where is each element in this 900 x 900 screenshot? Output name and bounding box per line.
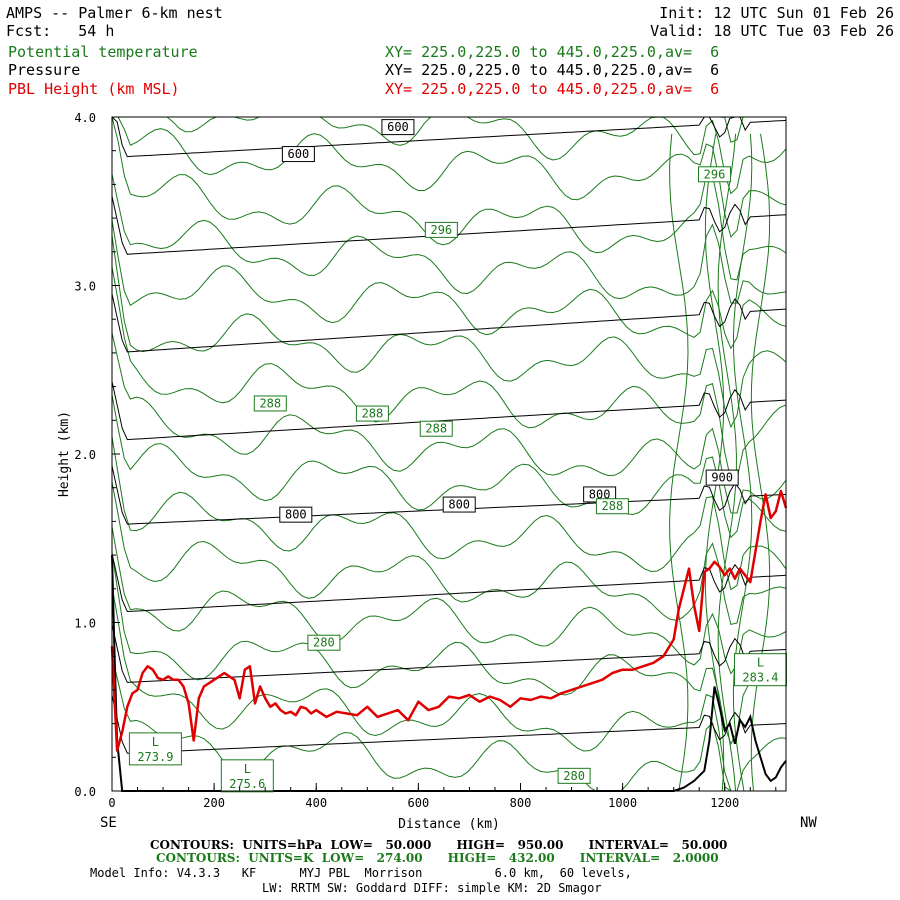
- theta-label: 296: [430, 223, 452, 237]
- plot-title: AMPS -- Palmer 6-km nest: [6, 4, 223, 22]
- theta-label: 288: [259, 396, 281, 410]
- x-tick-label: 800: [510, 796, 532, 810]
- forecast-hour: Fcst: 54 h: [6, 22, 115, 40]
- pressure-label-box: [279, 506, 313, 523]
- theta-contour-vertical: [750, 133, 771, 792]
- low-box: [220, 759, 274, 793]
- pressure-label-box: [381, 119, 415, 136]
- theta-label-box: [355, 405, 389, 422]
- y-tick-label: 0.0: [74, 785, 96, 799]
- pbl-series-line: [110, 489, 788, 752]
- theta-contour: [111, 526, 787, 675]
- y-tick-label: 1.0: [74, 617, 96, 631]
- x-tick-label: 1200: [710, 796, 739, 810]
- theta-label: 280: [563, 769, 585, 783]
- theta-contours: [111, 116, 787, 792]
- theta-label: 280: [313, 636, 335, 650]
- pressure-label-box: [442, 496, 476, 513]
- low-box: [733, 653, 787, 687]
- field-label-pbl: PBL Height (km MSL): [8, 80, 180, 98]
- theta-label-box: [424, 221, 458, 238]
- pressure-contour: [111, 553, 787, 613]
- axes: 0.0 1.0 2.0 3.0 4.0 0 200 400 600 800 1000 1200 Dist…: [57, 111, 777, 832]
- pressure-contour: [111, 381, 787, 441]
- pressure-label: 600: [288, 147, 310, 161]
- nw-label: NW: [800, 815, 817, 831]
- x-tick-label: 1000: [608, 796, 637, 810]
- theta-contour: [111, 586, 787, 792]
- footer-model-info: Model Info: V4.3.3 KF MYJ PBL Morrison 6…: [90, 866, 632, 880]
- theta-contour: [111, 266, 787, 481]
- x-tick-label: 400: [305, 796, 327, 810]
- theta-contour: [111, 436, 787, 591]
- theta-label-box: [307, 634, 341, 651]
- y-tick-label: 4.0: [74, 111, 96, 125]
- se-label: SE: [100, 815, 117, 831]
- field-label-pressure: Pressure: [8, 61, 81, 79]
- pressure-label-box: [281, 146, 315, 163]
- x-tick-label: 600: [408, 796, 430, 810]
- plot-frame: [111, 116, 787, 792]
- xsection-coords-pressure: XY= 225.0,225.0 to 445.0,225.0,av= 6: [385, 61, 720, 79]
- xsection-coords-pbl: XY= 225.0,225.0 to 445.0,225.0,av= 6: [385, 80, 720, 98]
- xsection-coords-theta: XY= 225.0,225.0 to 445.0,225.0,av= 6: [385, 43, 720, 61]
- theta-contour-vertical: [732, 133, 753, 792]
- theta-contour: [111, 116, 787, 281]
- pressure-label: 800: [589, 487, 611, 501]
- pressure-label: 900: [711, 471, 733, 485]
- pressure-label: 600: [387, 120, 409, 134]
- low-value: 275.6: [229, 777, 265, 791]
- footer-pressure-contours: CONTOURS: UNITS=hPa LOW= 50.000 HIGH= 95…: [150, 838, 728, 852]
- pressure-label: 800: [448, 498, 470, 512]
- low-box: [128, 732, 182, 766]
- theta-label: 288: [425, 422, 447, 436]
- pressure-contour: [111, 116, 787, 158]
- theta-contour: [111, 394, 787, 539]
- theta-contour-vertical: [704, 133, 725, 792]
- theta-contour: [111, 552, 787, 746]
- pressure-contour: [111, 293, 787, 353]
- x-axis-label: Distance (km): [398, 817, 500, 832]
- theta-contour: [111, 235, 787, 429]
- y-tick-label: 3.0: [74, 280, 96, 294]
- field-label-theta: Potential temperature: [8, 43, 198, 61]
- y-axis-label: Height (km): [57, 411, 72, 497]
- x-tick-label: 200: [203, 796, 225, 810]
- theta-contour: [112, 116, 787, 238]
- valid-time: Valid: 18 UTC Tue 03 Feb 26: [650, 22, 894, 40]
- contour-labels: 600 600 800 800 800 900 296 296 288 288 288 288 280 2…: [128, 119, 787, 793]
- theta-contour-vertical: [669, 133, 689, 792]
- theta-label: 288: [602, 499, 624, 513]
- theta-label: 296: [704, 167, 726, 181]
- init-time: Init: 12 UTC Sun 01 Feb 26: [659, 4, 894, 22]
- pressure-label-box: [705, 469, 739, 486]
- theta-contour: [111, 173, 787, 304]
- footer-physics-info: LW: RRTM SW: Goddard DIFF: simple KM: 2D…: [262, 881, 602, 895]
- theta-contour: [111, 220, 787, 350]
- theta-label: 288: [362, 407, 384, 421]
- low-value: 283.4: [742, 671, 778, 685]
- pressure-contour: [111, 694, 787, 754]
- footer-theta-contours: CONTOURS: UNITS=K LOW= 274.00 HIGH= 432.…: [156, 851, 719, 865]
- y-tick-label: 2.0: [74, 448, 96, 462]
- theta-label-box: [698, 166, 732, 183]
- theta-label-box: [253, 395, 287, 412]
- theta-contour-vertical: [717, 133, 737, 792]
- theta-label-box: [419, 420, 453, 437]
- low-value: 273.9: [137, 750, 173, 764]
- theta-label-box: [595, 498, 629, 515]
- terrain-outline: [111, 555, 787, 792]
- low-marker: L: [152, 735, 159, 749]
- low-marker: L: [244, 762, 251, 776]
- terrain-line: [111, 555, 787, 792]
- low-marker: L: [757, 656, 764, 670]
- theta-label-box: [557, 767, 591, 784]
- pressure-contour: [111, 624, 787, 683]
- pressure-label: 800: [285, 508, 307, 522]
- pressure-contour: [111, 465, 787, 525]
- pbl-height-line: [110, 489, 788, 752]
- x-tick-label: 0: [108, 796, 115, 810]
- theta-contour: [111, 332, 787, 514]
